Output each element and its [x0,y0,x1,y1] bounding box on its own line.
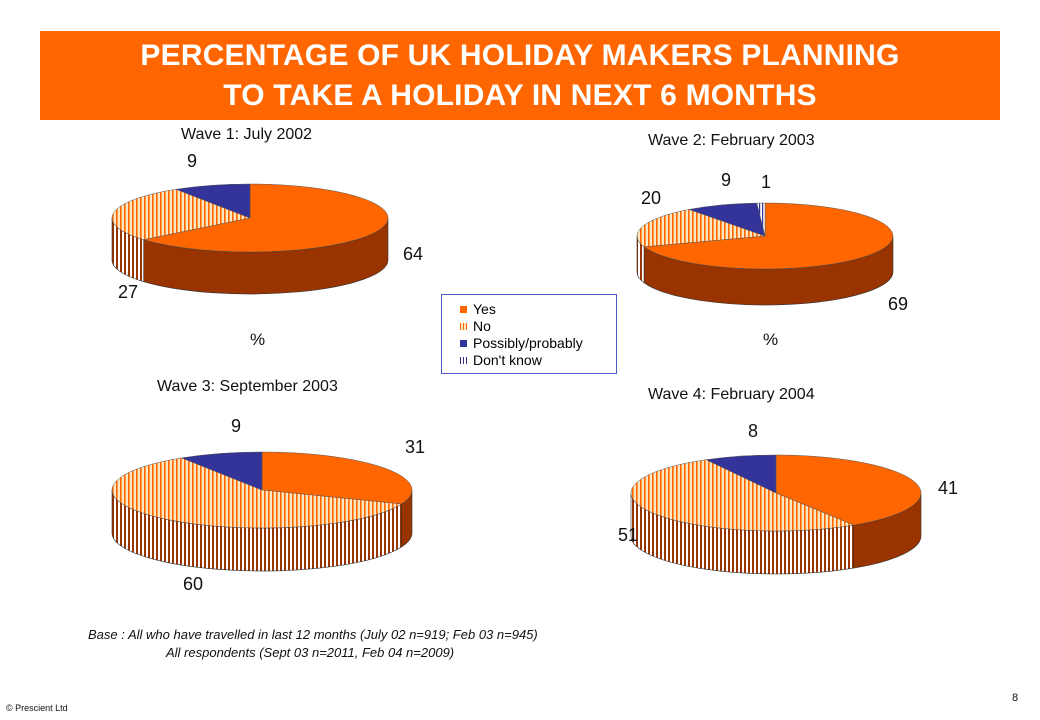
wave-4-title: Wave 4: February 2004 [648,386,815,403]
label-no-wave-3: 60 [183,574,203,594]
label-yes-wave-2: 69 [888,294,908,314]
pie-wave-4: 41 51 8 [618,421,958,575]
wave-1-title: Wave 1: July 2002 [181,126,313,143]
label-possibly-wave-2: 9 [721,170,731,190]
legend-swatch-possibly [460,340,467,347]
base-note: Base : All who have travelled in last 12… [88,626,538,662]
slice-yes-wave-2 [643,202,894,270]
legend-item-possibly: Possibly/probably [460,335,616,352]
slice-possibly-wave-4 [705,454,777,494]
label-no-wave-2: 20 [641,188,661,208]
slice-yes-wave-1 [143,183,389,253]
label-possibly-wave-3: 9 [231,416,241,436]
slice-possibly-wave-3 [180,451,263,491]
slice-no-wave-1 [111,189,251,240]
label-yes-wave-3: 31 [405,437,425,457]
pie-wave-1: 64 27 9 [111,151,423,302]
legend-item-no: No [460,318,616,335]
legend-label-yes: Yes [473,301,496,317]
slice-dont-know-wave-2 [756,202,766,237]
wave-2-percent-label: % [763,330,779,349]
label-dont-know-wave-2: 1 [761,172,771,192]
legend-item-dont-know: Don't know [460,352,616,369]
wave-2-title: Wave 2: February 2003 [648,132,815,149]
title-line-2: TO TAKE A HOLIDAY IN NEXT 6 MONTHS [223,78,817,112]
legend-swatch-no [460,323,467,330]
slice-yes-wave-3 [261,451,413,505]
slice-no-wave-4 [630,459,855,532]
base-note-line-1: Base : All who have travelled in last 12… [88,627,538,642]
legend-item-yes: Yes [460,301,616,318]
label-possibly-wave-1: 9 [187,151,197,171]
pie-wave-2: 69 20 9 1 [636,170,908,314]
label-yes-wave-1: 64 [403,244,423,264]
legend-label-no: No [473,318,491,334]
base-note-line-2: All respondents (Sept 03 n=2011, Feb 04 … [166,645,455,660]
label-possibly-wave-4: 8 [748,421,758,441]
legend-label-dont-know: Don't know [473,352,542,368]
page-number: 8 [1012,692,1019,704]
title-line-1: PERCENTAGE OF UK HOLIDAY MAKERS PLANNING [140,38,900,72]
slice-yes-wave-4 [775,454,922,526]
pie-wave-3: 31 60 9 [111,416,425,594]
label-no-wave-1: 27 [118,282,138,302]
wave-3-title: Wave 3: September 2003 [157,378,338,395]
legend-label-possibly: Possibly/probably [473,335,583,351]
wave-1-percent-label: % [250,330,266,349]
title-banner: PERCENTAGE OF UK HOLIDAY MAKERS PLANNING… [40,31,1000,120]
label-no-wave-4: 51 [618,525,638,545]
legend-swatch-yes [460,306,467,313]
slice-no-wave-3 [111,457,403,529]
slice-no-wave-2 [636,209,766,248]
legend-swatch-dont-know [460,357,467,364]
copyright: © Prescient Ltd [6,703,68,713]
legend: Yes No Possibly/probably Don't know [441,294,617,374]
slice-possibly-wave-1 [175,183,251,219]
label-yes-wave-4: 41 [938,478,958,498]
